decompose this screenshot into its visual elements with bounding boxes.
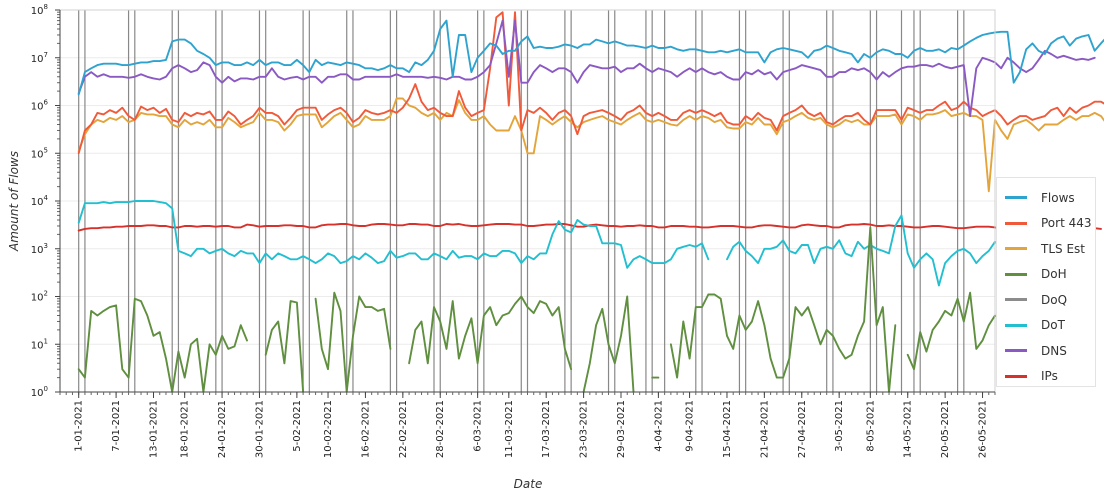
y-tick-label: 101	[31, 337, 48, 351]
y-tick-label: 107	[31, 51, 48, 65]
legend-item[interactable]: IPs	[997, 364, 1095, 390]
x-tick-label: 29-03-2021	[616, 400, 627, 458]
legend-label: DoH	[1041, 267, 1067, 282]
x-tick-label: 8-05-2021	[865, 400, 876, 452]
x-tick-label: 23-03-2021	[579, 400, 590, 458]
legend-label: DoQ	[1041, 292, 1068, 307]
x-tick-label: 10-02-2021	[323, 400, 334, 458]
legend-swatch	[1005, 247, 1027, 251]
series-line-doh	[77, 226, 1034, 393]
legend-label: DoT	[1041, 318, 1065, 333]
x-tick-label: 14-05-2021	[903, 400, 914, 458]
series-line-flows	[77, 19, 1104, 96]
x-tick-label: 21-04-2021	[759, 400, 770, 458]
x-tick-label: 20-05-2021	[940, 400, 951, 458]
x-tick-label: 16-02-2021	[360, 400, 371, 458]
legend-swatch	[1005, 374, 1027, 378]
y-tick-label: 100	[31, 385, 48, 399]
legend: Flows Port 443 TLS Est DoH DoQ DoT DNS IPs	[996, 177, 1096, 387]
legend-label: TLS Est	[1041, 241, 1085, 256]
y-tick-label: 104	[31, 194, 49, 208]
y-axis: 100 101 102 103 104 105 106 107 108	[31, 3, 61, 399]
legend-item[interactable]: DNS	[997, 338, 1095, 364]
legend-label: Port 443	[1041, 216, 1092, 231]
legend-swatch	[1005, 221, 1027, 225]
x-tick-label: 7-01-2021	[111, 400, 122, 452]
legend-item[interactable]: DoQ	[997, 287, 1095, 313]
y-tick-label: 108	[31, 3, 48, 17]
x-tick-label: 1-01-2021	[74, 400, 85, 452]
x-tick-label: 4-04-2021	[653, 400, 664, 452]
legend-swatch	[1005, 298, 1027, 302]
legend-item[interactable]: Flows	[997, 185, 1095, 211]
legend-label: Flows	[1041, 190, 1075, 205]
x-tick-label: 5-02-2021	[292, 400, 303, 452]
y-tick-label: 106	[31, 99, 49, 113]
y-tick-label: 103	[31, 242, 48, 256]
legend-item[interactable]: DoH	[997, 262, 1095, 288]
legend-swatch	[1005, 323, 1027, 327]
legend-item[interactable]: Port 443	[997, 211, 1095, 237]
x-tick-label: 13-01-2021	[149, 400, 160, 458]
legend-swatch	[1005, 272, 1027, 276]
x-tick-label: 6-03-2021	[473, 400, 484, 452]
x-tick-label: 27-04-2021	[797, 400, 808, 458]
y-axis-title: Amount of Flows	[7, 151, 21, 252]
legend-item[interactable]: TLS Est	[997, 236, 1095, 262]
series-line-ips	[77, 223, 1102, 232]
x-tick-label: 28-02-2021	[435, 400, 446, 458]
legend-label: IPs	[1041, 369, 1058, 384]
x-tick-label: 17-03-2021	[541, 400, 552, 458]
series-line-dot	[77, 200, 1077, 287]
series-line-tls-est	[77, 97, 1104, 193]
legend-swatch	[1005, 196, 1027, 200]
x-axis: 1-01-2021 7-01-2021 13-01-2021 18-01-2021 24…	[59, 391, 996, 458]
series-lines	[77, 11, 1104, 393]
x-tick-label: 15-04-2021	[722, 400, 733, 458]
x-tick-label: 18-01-2021	[180, 400, 191, 458]
x-tick-label: 11-03-2021	[504, 400, 515, 458]
y-tick-label: 102	[31, 290, 48, 304]
x-axis-title: Date	[514, 477, 543, 491]
series-line-port-443	[77, 11, 1104, 155]
x-tick-label: 22-02-2021	[398, 400, 409, 458]
legend-item[interactable]: DoT	[997, 313, 1095, 339]
x-tick-label: 3-05-2021	[834, 400, 845, 452]
y-tick-label: 105	[31, 146, 48, 160]
series-line-dns	[77, 19, 1096, 118]
x-tick-label: 24-01-2021	[217, 400, 228, 458]
x-tick-label: 30-01-2021	[254, 400, 265, 458]
legend-label: DNS	[1041, 343, 1067, 358]
legend-swatch	[1005, 349, 1027, 353]
x-tick-label: 9-04-2021	[685, 400, 696, 452]
x-tick-label: 26-05-2021	[978, 400, 989, 458]
